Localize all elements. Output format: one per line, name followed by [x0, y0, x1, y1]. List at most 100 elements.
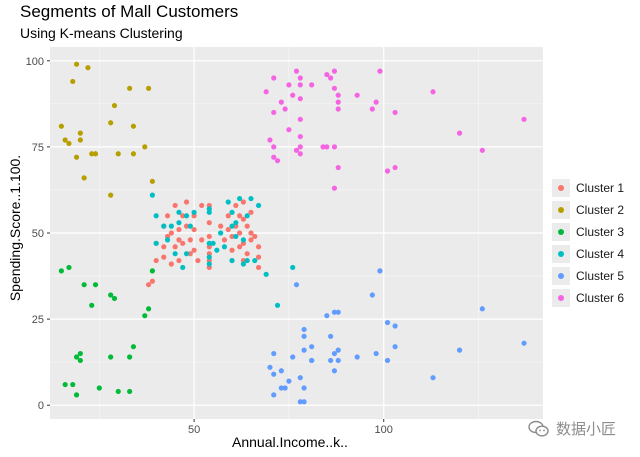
- data-point-cluster-6: [328, 75, 334, 81]
- data-point-cluster-5: [271, 350, 277, 357]
- data-point-cluster-1: [206, 233, 212, 240]
- legend-dot: [558, 229, 564, 235]
- legend-label: Cluster 4: [576, 247, 625, 261]
- data-point-cluster-4: [206, 240, 212, 246]
- y-tick-label: 25: [32, 314, 44, 326]
- data-point-cluster-1: [229, 247, 235, 253]
- data-point-cluster-3: [115, 388, 121, 395]
- legend-dot: [558, 251, 564, 257]
- data-point-cluster-6: [320, 144, 326, 150]
- legend-item-cluster-5: Cluster 5: [552, 265, 624, 287]
- data-point-cluster-1: [244, 251, 250, 257]
- data-point-cluster-3: [108, 292, 114, 298]
- data-point-cluster-1: [161, 254, 167, 260]
- data-point-cluster-3: [130, 344, 137, 350]
- x-tick-label: 50: [188, 424, 200, 436]
- data-point-cluster-6: [297, 82, 303, 88]
- data-point-cluster-6: [297, 96, 303, 102]
- data-point-cluster-3: [81, 282, 87, 288]
- data-point-cluster-6: [331, 68, 338, 74]
- data-point-cluster-4: [164, 237, 171, 243]
- data-point-cluster-3: [73, 354, 80, 360]
- data-point-cluster-4: [176, 220, 182, 226]
- data-point-cluster-5: [301, 399, 307, 405]
- data-point-cluster-4: [229, 209, 235, 215]
- legend-label: Cluster 1: [576, 181, 625, 195]
- data-point-cluster-5: [309, 344, 315, 350]
- data-point-cluster-1: [255, 254, 262, 260]
- data-point-cluster-6: [271, 144, 277, 150]
- legend-dot: [558, 295, 564, 301]
- data-point-cluster-5: [301, 347, 307, 353]
- data-point-cluster-1: [180, 213, 186, 219]
- data-point-cluster-6: [293, 68, 300, 74]
- data-point-cluster-2: [58, 123, 64, 129]
- y-tick-label: 100: [26, 56, 44, 68]
- data-point-cluster-3: [73, 392, 80, 398]
- x-tick-label: 100: [375, 424, 393, 436]
- watermark-text: 数据小匠: [556, 421, 617, 438]
- y-tick-label: 0: [38, 400, 44, 412]
- data-point-cluster-1: [237, 244, 243, 250]
- data-point-cluster-6: [456, 130, 463, 136]
- data-point-cluster-1: [176, 226, 182, 233]
- data-point-cluster-2: [81, 175, 87, 181]
- data-point-cluster-1: [164, 213, 171, 219]
- data-point-cluster-5: [271, 392, 277, 398]
- data-point-cluster-3: [66, 264, 72, 271]
- data-point-cluster-2: [149, 178, 155, 184]
- legend-item-cluster-4: Cluster 4: [552, 243, 624, 265]
- data-point-cluster-1: [218, 223, 224, 229]
- legend-label: Cluster 2: [576, 203, 625, 217]
- legend: Cluster 1 Cluster 2 Cluster 3 Cluster 4 Clus…: [552, 177, 624, 309]
- data-point-cluster-5: [297, 399, 303, 405]
- data-point-cluster-3: [96, 385, 102, 391]
- data-point-cluster-6: [384, 168, 391, 174]
- data-point-cluster-4: [225, 199, 231, 205]
- data-point-cluster-5: [377, 268, 383, 274]
- legend-item-cluster-2: Cluster 2: [552, 199, 624, 221]
- data-point-cluster-1: [248, 230, 254, 236]
- legend-key: [552, 179, 570, 197]
- data-point-cluster-5: [335, 357, 341, 364]
- data-point-cluster-1: [244, 223, 250, 229]
- data-point-cluster-5: [267, 364, 273, 370]
- data-point-cluster-6: [324, 71, 330, 78]
- data-point-cluster-6: [297, 144, 303, 150]
- data-point-cluster-4: [214, 247, 220, 253]
- data-point-cluster-4: [221, 244, 228, 250]
- data-point-cluster-3: [149, 268, 155, 274]
- data-point-cluster-6: [521, 116, 527, 122]
- data-point-cluster-2: [108, 120, 114, 126]
- data-point-cluster-5: [328, 333, 334, 339]
- data-point-cluster-5: [456, 347, 463, 353]
- data-point-cluster-1: [229, 233, 235, 240]
- data-point-cluster-3: [127, 388, 133, 395]
- data-point-cluster-5: [335, 347, 341, 353]
- data-point-cluster-4: [229, 257, 235, 264]
- legend-label: Cluster 5: [576, 269, 625, 283]
- data-point-cluster-4: [161, 223, 167, 229]
- data-point-cluster-6: [267, 137, 273, 143]
- data-point-cluster-3: [146, 306, 152, 312]
- data-point-cluster-2: [62, 137, 68, 143]
- data-point-cluster-4: [244, 257, 250, 264]
- chart-title: Segments of Mall Customers: [20, 2, 239, 21]
- data-point-cluster-4: [206, 209, 212, 215]
- data-point-cluster-4: [237, 195, 243, 202]
- data-point-cluster-2: [73, 154, 80, 160]
- data-point-cluster-5: [328, 357, 334, 364]
- data-point-cluster-3: [62, 381, 68, 388]
- data-point-cluster-6: [271, 75, 277, 81]
- data-point-cluster-1: [149, 278, 155, 284]
- data-point-cluster-5: [290, 354, 296, 360]
- data-point-cluster-6: [354, 92, 360, 98]
- legend-item-cluster-3: Cluster 3: [552, 221, 624, 243]
- y-tick-label: 75: [32, 142, 44, 154]
- data-point-cluster-2: [85, 65, 91, 71]
- data-point-cluster-4: [218, 230, 224, 236]
- data-point-cluster-5: [301, 385, 307, 391]
- data-point-cluster-4: [248, 195, 254, 202]
- data-point-cluster-2: [130, 123, 137, 129]
- legend-key: [552, 201, 570, 219]
